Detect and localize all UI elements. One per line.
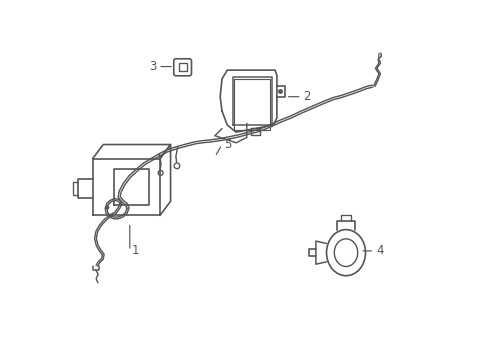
- Text: 1: 1: [132, 244, 139, 257]
- Text: 3: 3: [149, 60, 156, 73]
- Text: 2: 2: [303, 90, 311, 103]
- Text: 5: 5: [224, 138, 231, 151]
- Text: 4: 4: [376, 244, 384, 257]
